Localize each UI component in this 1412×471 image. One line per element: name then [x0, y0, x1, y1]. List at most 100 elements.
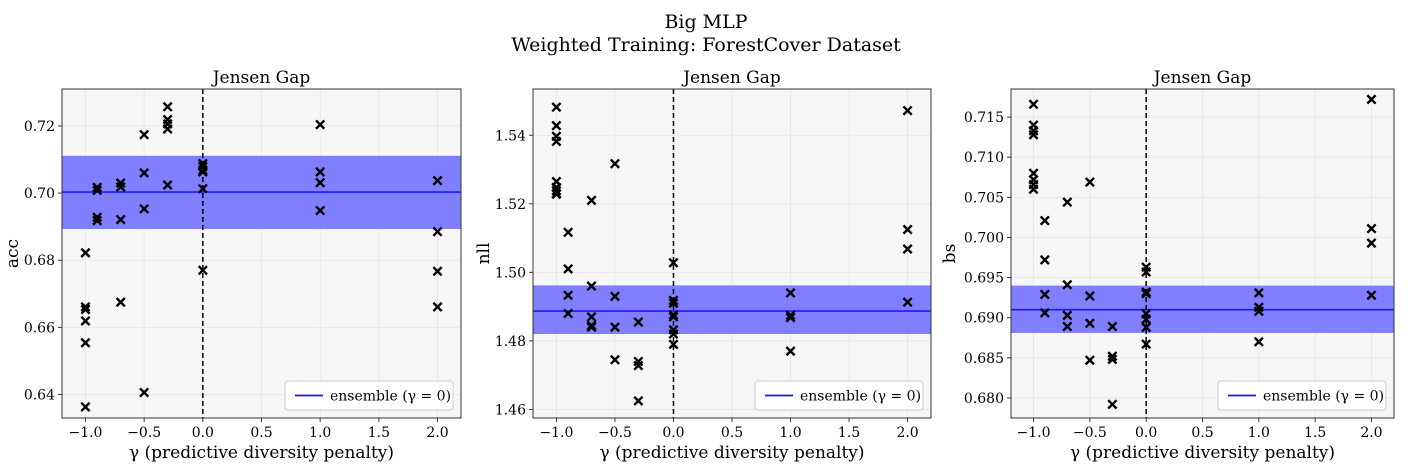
- data-point: [551, 102, 562, 113]
- data-point: [563, 227, 574, 238]
- data-point: [586, 281, 597, 292]
- data-point: [80, 247, 91, 258]
- data-point: [197, 265, 208, 276]
- x-tick-label: 2.0: [426, 425, 448, 441]
- x-tick-label: −0.5: [598, 425, 632, 441]
- data-point: [197, 183, 208, 194]
- data-point: [92, 215, 103, 226]
- data-point: [1141, 339, 1152, 350]
- data-point: [668, 339, 679, 350]
- data-point: [139, 167, 150, 178]
- data-point: [668, 329, 679, 340]
- panel-nll: −1.0 −0.5 0.0 0.5 1.0 1.5 2.0 1.46 1.48 1.50 1.52 1…: [474, 68, 932, 463]
- data-point: [1084, 291, 1095, 302]
- data-point: [1141, 322, 1152, 333]
- data-point: [1028, 184, 1039, 195]
- data-point: [609, 354, 620, 365]
- data-point: [1141, 314, 1152, 325]
- legend: ensemble (γ = 0): [284, 380, 454, 411]
- data-point: [668, 257, 679, 268]
- y-tick-label: 0.70: [24, 186, 55, 202]
- data-point: [563, 308, 574, 319]
- data-point: [586, 195, 597, 206]
- data-point: [432, 266, 443, 277]
- data-point: [1039, 254, 1050, 265]
- legend-box: [1217, 380, 1387, 411]
- data-point: [1366, 223, 1377, 234]
- data-point: [1062, 197, 1073, 208]
- y-tick-label: 0.705: [964, 190, 1004, 206]
- x-axis-label: γ (predictive diversity penalty): [599, 443, 864, 463]
- data-point: [80, 401, 91, 412]
- data-point: [80, 337, 91, 348]
- data-point: [1366, 94, 1377, 105]
- figure-subtitle: Weighted Training: ForestCover Dataset: [511, 34, 901, 56]
- data-point: [80, 301, 91, 312]
- x-axis-label: γ (predictive diversity penalty): [1070, 443, 1335, 463]
- data-point: [115, 297, 126, 308]
- data-point: [785, 346, 796, 357]
- data-point: [902, 224, 913, 235]
- data-point: [1028, 99, 1039, 110]
- panel-bs: −1.0 −0.5 0.0 0.5 1.0 1.5 2.0 0.680 0.685 0.690 0.…: [940, 68, 1395, 463]
- data-point: [1062, 279, 1073, 290]
- x-axis-label: γ (predictive diversity penalty): [129, 443, 394, 463]
- data-point: [162, 180, 173, 191]
- data-point: [80, 315, 91, 326]
- legend-box: [754, 380, 924, 411]
- data-point: [586, 320, 597, 331]
- y-tick-label: 1.48: [495, 334, 526, 350]
- data-point: [315, 205, 326, 216]
- data-point: [432, 301, 443, 312]
- x-tick-label: 1.5: [1304, 425, 1326, 441]
- data-point: [1028, 168, 1039, 179]
- data-point: [1028, 129, 1039, 140]
- data-point: [609, 322, 620, 333]
- data-point: [1253, 306, 1264, 317]
- panel-acc: −1.0 −0.5 0.0 0.5 1.0 1.5 2.0 0.64 0.66 0.68 0.70 0…: [3, 68, 462, 463]
- x-tick-label: −0.5: [1073, 425, 1107, 441]
- x-tick-label: 0.0: [192, 425, 214, 441]
- data-point: [1366, 290, 1377, 301]
- x-tick-label: 1.5: [368, 425, 390, 441]
- y-tick-label: 0.690: [964, 311, 1004, 327]
- legend: ensemble (γ = 0): [1217, 380, 1387, 411]
- y-tick-label: 0.715: [964, 110, 1004, 126]
- data-point: [162, 101, 173, 112]
- data-point: [315, 166, 326, 177]
- data-point: [1039, 289, 1050, 300]
- data-point: [785, 310, 796, 321]
- data-point: [139, 387, 150, 398]
- data-point: [1141, 266, 1152, 277]
- x-tick-label: 1.0: [779, 425, 801, 441]
- data-point: [1062, 310, 1073, 321]
- y-tick-label: 0.685: [964, 351, 1004, 367]
- y-tick-label: 0.700: [964, 230, 1004, 246]
- data-point: [92, 185, 103, 196]
- y-tick-label: 1.50: [495, 265, 526, 281]
- data-point: [633, 395, 644, 406]
- y-tick-label: 0.72: [24, 119, 55, 135]
- data-point: [609, 158, 620, 169]
- data-point: [1141, 288, 1152, 299]
- data-point: [668, 309, 679, 320]
- data-point: [1084, 355, 1095, 366]
- data-point: [902, 297, 913, 308]
- x-tick-label: 1.5: [838, 425, 860, 441]
- legend-label: ensemble (γ = 0): [330, 389, 451, 405]
- y-axis-label: nll: [474, 243, 494, 265]
- legend-label: ensemble (γ = 0): [800, 389, 921, 405]
- data-point: [586, 322, 597, 333]
- data-point: [633, 360, 644, 371]
- x-tick-label: 0.5: [1191, 425, 1213, 441]
- data-point: [1039, 215, 1050, 226]
- x-tick-label: −1.0: [539, 425, 573, 441]
- figure-title: Big MLP: [664, 11, 747, 33]
- data-point: [1084, 177, 1095, 188]
- data-point: [1084, 318, 1095, 329]
- x-tick-label: 0.0: [662, 425, 684, 441]
- x-tick-label: 1.0: [309, 425, 331, 441]
- data-point: [115, 182, 126, 193]
- data-point: [1107, 321, 1118, 332]
